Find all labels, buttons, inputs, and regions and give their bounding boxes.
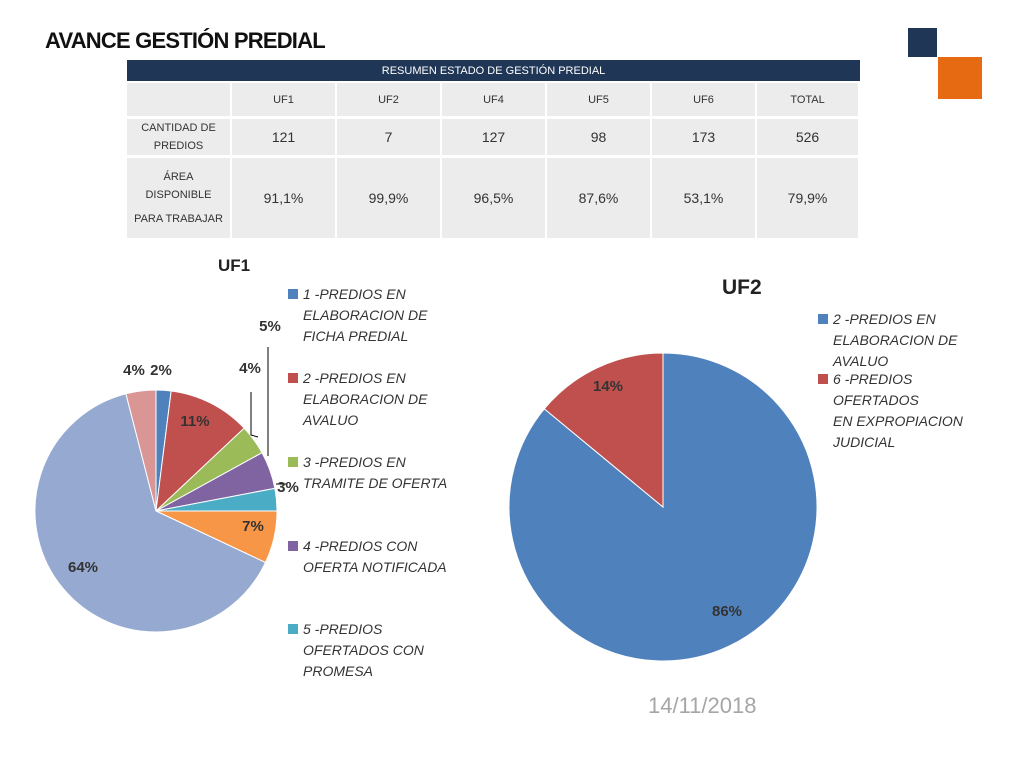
legend-item: 6 -PREDIOS OFERTADOS EN EXPROPIACION JUDIC… xyxy=(818,369,988,453)
uf1-data-label: 64% xyxy=(68,559,98,576)
uf2-chart-title: UF2 xyxy=(722,276,762,299)
legend-item: 2 -PREDIOS EN ELABORACION DE AVALUO xyxy=(818,309,988,372)
table-cell: 7 xyxy=(337,116,442,155)
column-header: UF6 xyxy=(652,81,757,116)
leader-line xyxy=(250,392,259,438)
decorative-orange-square xyxy=(938,57,982,99)
row-label-line: PREDIOS xyxy=(153,140,204,152)
legend-label: ELABORACION DE xyxy=(303,307,428,323)
table-cell: 127 xyxy=(442,116,547,155)
uf1-data-label: 11% xyxy=(180,413,209,430)
legend-item: 1 -PREDIOS EN ELABORACION DE FICHA PREDIAL xyxy=(288,284,458,347)
table-cell: 87,6% xyxy=(547,155,652,238)
legend-label: 5 -PREDIOS xyxy=(303,621,383,637)
uf1-data-label: 4% xyxy=(239,360,261,377)
legend-item: 4 -PREDIOS CON OFERTA NOTIFICADA xyxy=(288,536,458,578)
legend-label: AVALUO xyxy=(833,353,889,369)
column-header: UF1 xyxy=(232,81,337,116)
legend-swatch xyxy=(288,624,298,634)
legend-label: JUDICIAL xyxy=(833,434,896,450)
legend-label: 2 -PREDIOS EN xyxy=(833,311,936,327)
date-label: 14/11/2018 xyxy=(648,693,757,718)
row-label-line: CANTIDAD DE xyxy=(141,122,216,134)
table-header: RESUMEN ESTADO DE GESTIÓN PREDIAL xyxy=(127,60,861,81)
legend-label: AVALUO xyxy=(303,412,359,428)
uf1-pie-slice xyxy=(155,390,245,513)
table-cell: 96,5% xyxy=(442,155,547,238)
table-cell: 98 xyxy=(547,116,652,155)
legend-item: 5 -PREDIOS OFERTADOS CON PROMESA xyxy=(288,619,458,682)
table-cell: 53,1% xyxy=(652,155,757,238)
legend-label: 2 -PREDIOS EN xyxy=(303,370,406,386)
page-title: AVANCE GESTIÓN PREDIAL xyxy=(45,28,326,53)
legend-swatch xyxy=(818,374,828,384)
legend-label: 1 -PREDIOS EN xyxy=(303,286,406,302)
legend-swatch xyxy=(288,373,298,383)
table-row: CANTIDAD DE PREDIOS 121 7 127 98 173 526 xyxy=(127,116,861,155)
legend-label: FICHA PREDIAL xyxy=(303,328,409,344)
row-label: CANTIDAD DE PREDIOS xyxy=(127,116,232,155)
uf1-data-label: 2% xyxy=(150,362,172,379)
legend-label: EN EXPROPIACION xyxy=(833,413,963,429)
table-cell: 173 xyxy=(652,116,757,155)
column-header: UF5 xyxy=(547,81,652,116)
legend-label: OFERTADOS CON xyxy=(303,642,424,658)
uf1-pie-slice xyxy=(34,393,267,633)
table-cell: 79,9% xyxy=(757,155,861,238)
table-row: ÁREA DISPONIBLE PARA TRABAJAR 91,1% 99,9… xyxy=(127,155,861,238)
uf1-data-label: 4% xyxy=(123,362,145,379)
row-label-line: DISPONIBLE xyxy=(145,189,212,201)
uf1-chart-title: UF1 xyxy=(218,256,251,275)
summary-table: RESUMEN ESTADO DE GESTIÓN PREDIAL UF1 UF… xyxy=(127,60,861,238)
legend-label: TRAMITE DE OFERTA xyxy=(303,475,448,491)
table-cell: 121 xyxy=(232,116,337,155)
table-cell: 99,9% xyxy=(337,155,442,238)
row-label-line: PARA TRABAJAR xyxy=(134,213,223,225)
legend-label: OFERTA NOTIFICADA xyxy=(303,559,447,575)
legend-swatch xyxy=(288,289,298,299)
uf2-data-label: 14% xyxy=(593,378,623,395)
legend-swatch xyxy=(818,314,828,324)
uf2-data-label: 86% xyxy=(712,603,742,620)
row-label: ÁREA DISPONIBLE PARA TRABAJAR xyxy=(127,155,232,238)
uf1-pie-slice xyxy=(125,389,157,512)
table-cell: 91,1% xyxy=(232,155,337,238)
legend-label: 6 -PREDIOS OFERTADOS xyxy=(833,371,919,408)
column-header: TOTAL xyxy=(757,81,861,116)
legend-label: PROMESA xyxy=(303,663,374,679)
legend-swatch xyxy=(288,541,298,551)
column-header: UF2 xyxy=(337,81,442,116)
legend-item: 2 -PREDIOS EN ELABORACION DE AVALUO xyxy=(288,368,458,431)
legend-swatch xyxy=(288,457,298,467)
decorative-navy-square xyxy=(908,28,937,57)
column-header xyxy=(127,81,232,116)
legend-label: 3 -PREDIOS EN xyxy=(303,454,406,470)
uf2-pie-slice xyxy=(543,352,664,509)
legend-label: ELABORACION DE xyxy=(303,391,428,407)
uf1-data-label: 5% xyxy=(259,318,281,335)
column-header: UF4 xyxy=(442,81,547,116)
uf1-data-label: 7% xyxy=(242,518,264,535)
table-cell: 526 xyxy=(757,116,861,155)
legend-label: ELABORACION DE xyxy=(833,332,958,348)
legend-label: 4 -PREDIOS CON xyxy=(303,538,418,554)
uf1-data-label: 3% xyxy=(277,479,299,496)
legend-item: 3 -PREDIOS EN TRAMITE DE OFERTA xyxy=(288,452,458,494)
row-label-line: ÁREA xyxy=(163,171,194,183)
